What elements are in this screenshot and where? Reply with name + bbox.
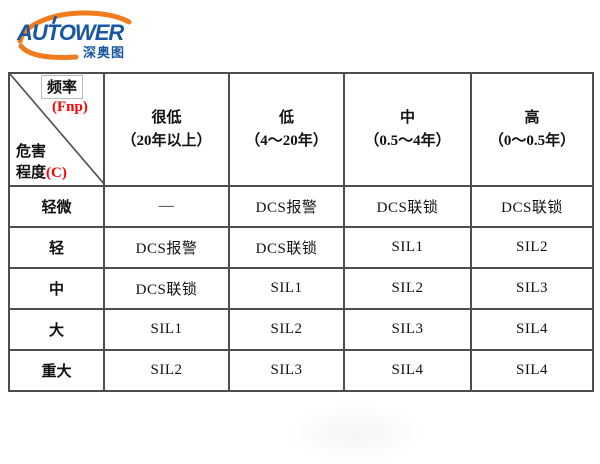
matrix-cell: SIL4	[470, 308, 594, 351]
matrix-cell: SIL2	[228, 308, 345, 351]
table-row: 中 DCS联锁 SIL1 SIL2 SIL3	[8, 267, 594, 310]
diagonal-line	[10, 74, 105, 185]
severity-label-line1: 危害	[16, 144, 47, 160]
matrix-cell: —	[103, 185, 230, 228]
matrix-cell: DCS联锁	[228, 226, 345, 269]
watermark	[286, 403, 426, 464]
column-header-verylow: 很低 （20年以上）	[103, 72, 230, 187]
row-label: 重大	[8, 349, 105, 392]
matrix-cell: SIL4	[343, 349, 472, 392]
table-row: 轻 DCS报警 DCS联锁 SIL1 SIL2	[8, 226, 594, 269]
matrix-cell: SIL1	[343, 226, 472, 269]
row-label: 轻	[8, 226, 105, 269]
matrix-cell: SIL3	[343, 308, 472, 351]
row-label: 轻微	[8, 185, 105, 228]
table-row: 重大 SIL2 SIL3 SIL4 SIL4	[8, 349, 594, 392]
matrix-cell: SIL2	[343, 267, 472, 310]
logo-subtitle: 深奥图	[83, 45, 126, 60]
header-row: 频率 (Fnp) 危害 程度(C) 很低 （20年以上） 低 （4～20年） 中…	[8, 72, 594, 187]
column-header-low: 低 （4～20年）	[228, 72, 345, 187]
row-label: 大	[8, 308, 105, 351]
frequency-label: 频率	[41, 75, 84, 99]
column-header-medium: 中 （0.5～4年）	[343, 72, 472, 187]
logo-swoosh-icon	[17, 10, 132, 60]
matrix-cell: DCS联锁	[103, 267, 230, 310]
matrix-cell: DCS联锁	[343, 185, 472, 228]
matrix-cell: DCS报警	[228, 185, 345, 228]
table-row: 轻微 — DCS报警 DCS联锁 DCS联锁	[8, 185, 594, 228]
matrix-cell: DCS报警	[103, 226, 230, 269]
sil-matrix-table: 频率 (Fnp) 危害 程度(C) 很低 （20年以上） 低 （4～20年） 中…	[8, 72, 594, 392]
row-label: 中	[8, 267, 105, 310]
matrix-cell: SIL4	[470, 349, 594, 392]
severity-label-line2: 程度(C)	[16, 165, 67, 181]
autower-logo: AUTOWER 深奥图	[12, 5, 136, 61]
frequency-symbol: (Fnp)	[52, 99, 88, 115]
matrix-cell: SIL1	[228, 267, 345, 310]
column-header-high: 高 （0～0.5年）	[470, 72, 594, 187]
matrix-cell: DCS联锁	[470, 185, 594, 228]
table-row: 大 SIL1 SIL2 SIL3 SIL4	[8, 308, 594, 351]
matrix-cell: SIL1	[103, 308, 230, 351]
brand-text: AUTOWER	[17, 20, 124, 45]
corner-cell: 频率 (Fnp) 危害 程度(C)	[8, 72, 105, 187]
matrix-cell: SIL3	[228, 349, 345, 392]
matrix-cell: SIL2	[470, 226, 594, 269]
matrix-cell: SIL3	[470, 267, 594, 310]
severity-symbol: (C)	[46, 165, 67, 181]
matrix-cell: SIL2	[103, 349, 230, 392]
